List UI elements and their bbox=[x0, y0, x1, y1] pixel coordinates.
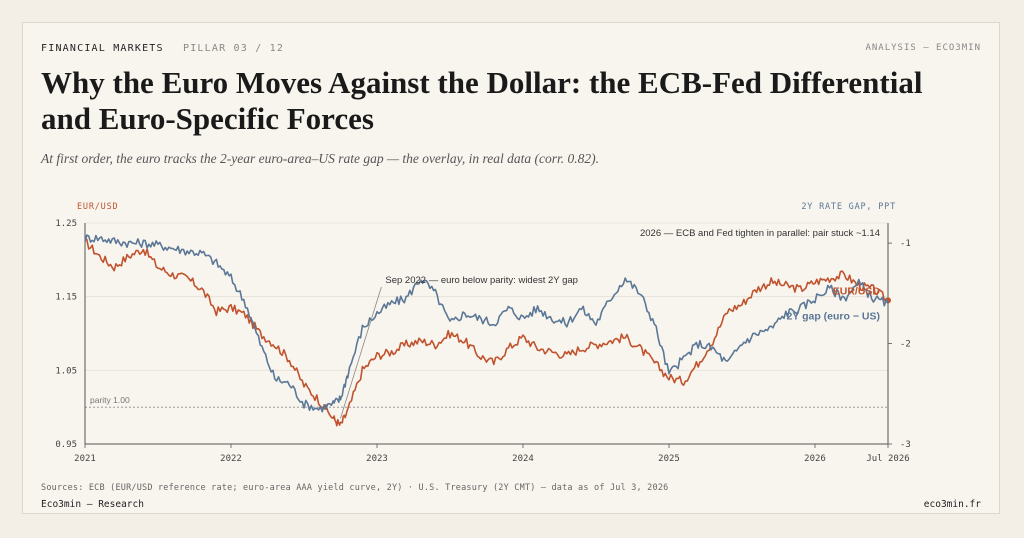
left-tick-label: 1.25 bbox=[55, 219, 77, 229]
left-tick-label: 1.05 bbox=[55, 366, 77, 376]
x-tick-label: 2025 bbox=[658, 454, 680, 464]
right-tick-label: -1 bbox=[900, 239, 911, 249]
x-tick-label: 2021 bbox=[74, 454, 96, 464]
section-kicker: FINANCIAL MARKETS PILLAR 03 / 12 bbox=[41, 43, 284, 54]
left-tick-label: 1.15 bbox=[55, 293, 77, 303]
sources-note: Sources: ECB (EUR/USD reference rate; eu… bbox=[41, 483, 669, 493]
x-tick-label: 2026 bbox=[804, 454, 826, 464]
annotation-leader bbox=[340, 286, 382, 419]
annotation-2026: 2026 — ECB and Fed tighten in parallel: … bbox=[640, 228, 880, 239]
page-title: Why the Euro Moves Against the Dollar: t… bbox=[41, 65, 923, 136]
left-axis-title: EUR/USD bbox=[77, 202, 118, 212]
x-tick-label: Jul 2026 bbox=[866, 454, 909, 464]
series-line-1 bbox=[84, 234, 889, 413]
x-tick-label: 2024 bbox=[512, 454, 534, 464]
page-subtitle: At first order, the euro tracks the 2-ye… bbox=[41, 151, 600, 166]
section-label: FINANCIAL MARKETS bbox=[41, 43, 164, 54]
chart-axes: EUR/USD 2Y RATE GAP, PPT 1.25 1.15 1.05 0.95 -… bbox=[55, 202, 911, 464]
brand-label: Eco3min — Research bbox=[41, 499, 144, 510]
line-chart: EUR/USD 2Y RATE GAP, PPT 1.25 1.15 1.05 0.95 -… bbox=[55, 202, 911, 464]
series-label-eurusd: EUR/USD bbox=[833, 285, 881, 297]
x-tick-label: 2023 bbox=[366, 454, 388, 464]
left-tick-label: 0.95 bbox=[55, 440, 77, 450]
annotation-sep-2022: Sep 2022 — euro below parity: widest 2Y … bbox=[385, 275, 578, 286]
analysis-label: ANALYSIS — ECO3MIN bbox=[865, 43, 981, 53]
right-axis-title: 2Y RATE GAP, PPT bbox=[801, 202, 896, 212]
chart-card: FINANCIAL MARKETS PILLAR 03 / 12 ANALYSI… bbox=[22, 22, 1000, 514]
x-tick-label: 2022 bbox=[220, 454, 242, 464]
series-label-gap: 2Y gap (euro − US) bbox=[787, 310, 880, 322]
chart-lines bbox=[84, 234, 891, 427]
site-link[interactable]: eco3min.fr bbox=[923, 499, 981, 510]
parity-label: parity 1.00 bbox=[90, 395, 130, 405]
pillar-label: PILLAR 03 / 12 bbox=[182, 43, 285, 54]
series-line-0 bbox=[84, 237, 889, 427]
right-tick-label: -2 bbox=[900, 340, 911, 350]
chart-labels: parity 1.00 EUR/USD 2Y gap (euro − US) 2026… bbox=[90, 228, 881, 419]
right-tick-label: -3 bbox=[900, 440, 911, 450]
